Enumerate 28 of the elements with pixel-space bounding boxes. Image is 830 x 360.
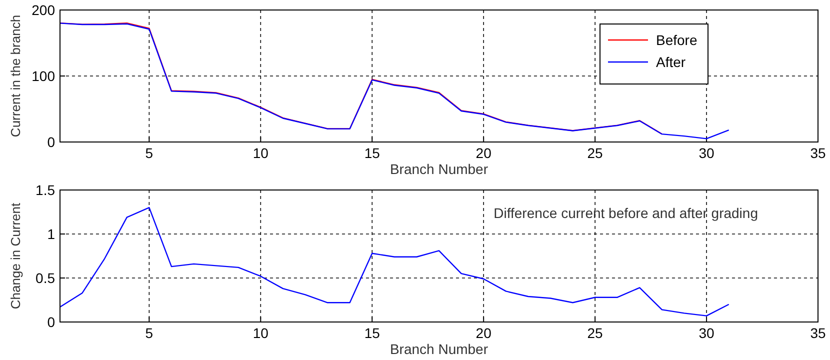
x-tick-label: 25 xyxy=(587,325,604,341)
y-tick-label: 0 xyxy=(47,134,56,150)
y-axis-title: Current in the branch xyxy=(8,14,23,138)
y-tick-label: 200 xyxy=(32,2,56,18)
legend-label: After xyxy=(656,54,686,70)
y-tick-label: 100 xyxy=(32,68,56,84)
x-tick-label: 35 xyxy=(810,145,826,161)
x-tick-label: 30 xyxy=(698,325,715,341)
x-tick-label: 20 xyxy=(476,325,492,341)
x-tick-label: 10 xyxy=(252,145,269,161)
x-tick-label: 25 xyxy=(587,145,604,161)
y-tick-label: 1 xyxy=(47,226,56,242)
x-tick-label: 5 xyxy=(145,145,154,161)
x-axis-title: Branch Number xyxy=(390,161,488,177)
x-tick-label: 5 xyxy=(145,325,154,341)
x-tick-label: 10 xyxy=(252,325,269,341)
x-axis-title: Branch Number xyxy=(390,341,488,357)
x-tick-label: 35 xyxy=(810,325,826,341)
legend-label: Before xyxy=(656,32,698,48)
x-tick-label: 15 xyxy=(364,325,380,341)
x-tick-label: 30 xyxy=(698,145,715,161)
y-tick-label: 0.5 xyxy=(36,270,56,286)
annotation: Difference current before and after grading xyxy=(494,205,758,221)
x-tick-label: 15 xyxy=(364,145,380,161)
y-axis-title: Change in Current xyxy=(8,202,23,310)
x-tick-label: 20 xyxy=(476,145,492,161)
y-tick-label: 1.5 xyxy=(36,182,56,198)
y-tick-label: 0 xyxy=(47,314,56,330)
